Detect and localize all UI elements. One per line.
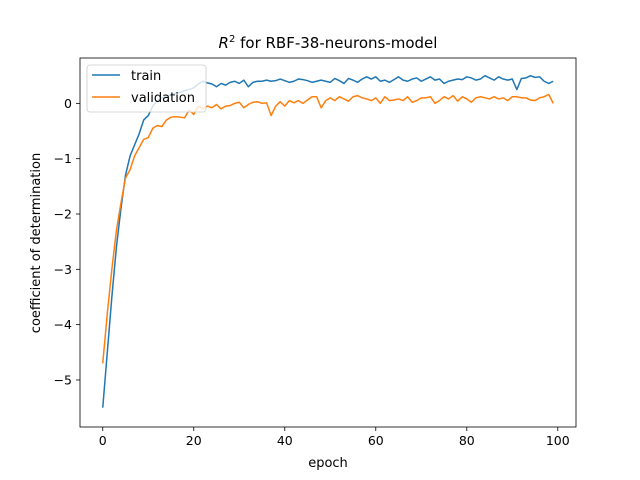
y-tick-label: −4 bbox=[54, 317, 72, 332]
title-r: R bbox=[219, 34, 229, 52]
chart-title: R2 for RBF-38-neurons-model bbox=[219, 34, 438, 52]
y-axis-label: coefficient of determination bbox=[29, 153, 44, 333]
title-superscript: 2 bbox=[229, 34, 235, 45]
legend-label-validation: validation bbox=[131, 91, 195, 106]
series-line-train bbox=[102, 74, 554, 408]
x-tick-label: 80 bbox=[459, 433, 475, 448]
x-tick-label: 20 bbox=[186, 433, 202, 448]
y-tick-label: −5 bbox=[54, 372, 72, 387]
y-tick-label: −2 bbox=[54, 207, 72, 222]
title-rest: for RBF-38-neurons-model bbox=[235, 34, 437, 52]
legend-box bbox=[86, 64, 207, 113]
x-tick-label: 0 bbox=[99, 433, 107, 448]
x-axis-label: epoch bbox=[308, 456, 348, 471]
y-tick-label: −3 bbox=[54, 262, 72, 277]
legend: train validation bbox=[86, 64, 207, 113]
x-tick-label: 40 bbox=[277, 433, 293, 448]
y-tick-label: −1 bbox=[54, 151, 72, 166]
series-layer bbox=[102, 74, 554, 408]
y-axis: −5 −4 −3 −2 −1 0 bbox=[54, 96, 80, 387]
y-tick-label: 0 bbox=[64, 96, 72, 111]
x-tick-label: 100 bbox=[546, 433, 570, 448]
legend-label-train: train bbox=[131, 69, 161, 84]
series-line-validation bbox=[102, 93, 554, 364]
x-tick-label: 60 bbox=[368, 433, 384, 448]
x-axis: 0 20 40 60 80 100 bbox=[99, 427, 570, 448]
plot-frame bbox=[79, 57, 577, 428]
